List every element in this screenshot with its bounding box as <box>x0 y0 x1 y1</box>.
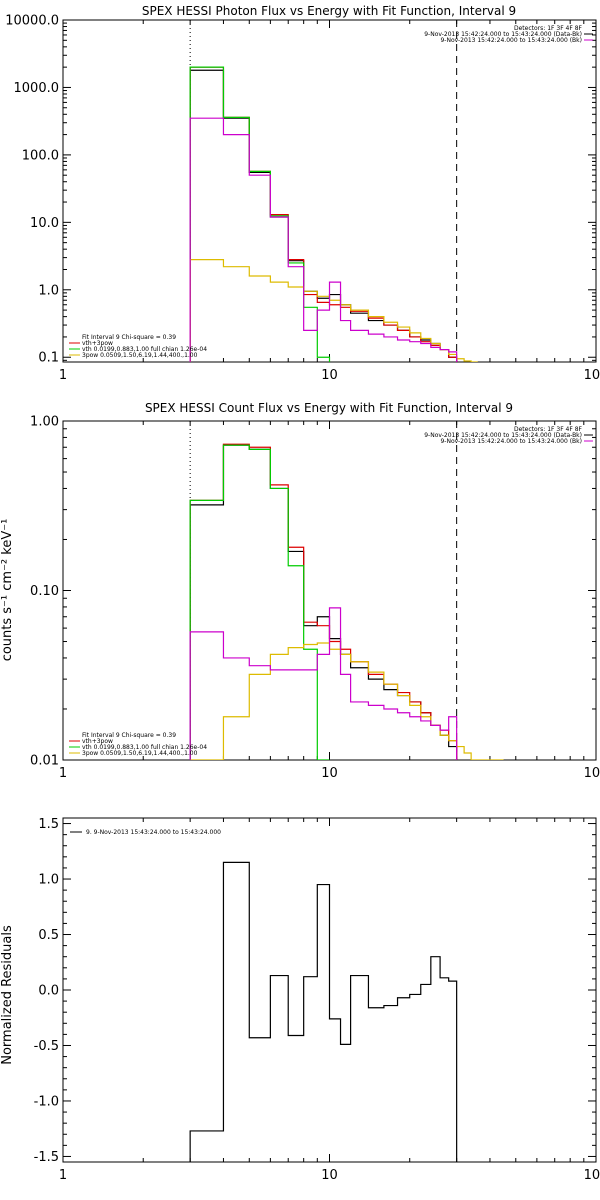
residuals-legend-entry: 9. 9-Nov-2013 15:43:24.000 to 15:43:24.0… <box>86 829 221 836</box>
photon-flux-series-vth <box>189 66 331 362</box>
photon-flux-legend-entry: 9-Nov-2013 15:42:24.000 to 15:43:24.000 … <box>440 37 582 44</box>
photon-flux-series-bk <box>189 117 458 362</box>
count-flux-series-group <box>189 443 504 760</box>
photon-flux-y-tick-label: 10.0 <box>30 216 59 231</box>
photon-flux-legend-entry: Detectors: 1F 3F 4F 8F <box>514 25 583 32</box>
photon-flux-y-tick-label: 1.0 <box>38 283 59 298</box>
residuals-y-tick-label: 0.0 <box>38 984 59 999</box>
count-flux-legend-entry: 9-Nov-2013 15:42:24.000 to 15:43:24.000 … <box>440 438 582 445</box>
residuals-panel: Normalized Residuals 1 10 100 -1.5 -1.0 -0.5 0… <box>0 817 600 1183</box>
residuals-y-tick-label: 1.0 <box>38 873 59 888</box>
residuals-y-tick-label: -1.5 <box>34 1150 59 1165</box>
count-flux-fit-legend-entry: Fit Interval 9 Chi-square = 0.39 <box>82 732 176 739</box>
residuals-x-tick-label: 100 <box>584 1168 600 1183</box>
count-flux-legend-entry: 9-Nov-2013 15:42:24.000 to 15:43:24.000 … <box>424 432 582 439</box>
photon-flux-fit-legend-entry: vth+3pow <box>82 340 113 347</box>
residuals-series-9 <box>189 861 458 1162</box>
photon-flux-series-group <box>189 66 478 362</box>
photon-flux-x-tick-label: 10 <box>321 368 338 383</box>
count-flux-title: SPEX HESSI Count Flux vs Energy with Fit… <box>145 401 513 415</box>
photon-flux-y-tick-label: 10000.0 <box>5 14 59 29</box>
photon-flux-fit-legend-entry: vth 0.0199,0.883,1.00 full chian 1.26e-0… <box>82 346 207 353</box>
residuals-y-tick-label: 0.5 <box>38 928 59 943</box>
count-flux-x-tick-label: 100 <box>584 766 600 781</box>
count-flux-x-tick-label: 1 <box>59 766 67 781</box>
count-flux-y-axis-label: counts s⁻¹ cm⁻² keV⁻¹ <box>0 519 15 662</box>
count-flux-fit-legend-entry: vth 0.0199,0.883,1.00 full chian 1.26e-0… <box>82 744 207 751</box>
photon-flux-title: SPEX HESSI Photon Flux vs Energy with Fi… <box>142 4 516 18</box>
residuals-y-tick-label: -0.5 <box>34 1039 59 1054</box>
residuals-y-tick-label: 1.5 <box>38 817 59 832</box>
photon-flux-series-3pow <box>189 259 478 362</box>
count-flux-panel: SPEX HESSI Count Flux vs Energy with Fit… <box>0 401 600 781</box>
residuals-y-tick-label: -1.0 <box>34 1094 59 1109</box>
count-flux-y-tick-label: 0.10 <box>30 584 59 599</box>
count-flux-fit-legend-entry: 3pow 0.0509,1.50,6.19,1.44,400.,1.00 <box>82 750 198 757</box>
photon-flux-x-tick-label: 100 <box>584 368 600 383</box>
residuals-x-tick-label: 1 <box>59 1168 67 1183</box>
count-flux-series-bk <box>189 607 458 760</box>
count-flux-x-tick-label: 10 <box>321 766 338 781</box>
count-flux-y-tick-label: 0.01 <box>30 754 59 769</box>
count-flux-series-vth-3pow <box>189 443 458 760</box>
residuals-x-tick-label: 10 <box>321 1168 338 1183</box>
residuals-y-axis-label: Normalized Residuals <box>0 925 15 1065</box>
photon-flux-panel: SPEX HESSI Photon Flux vs Energy with Fi… <box>5 4 600 383</box>
photon-flux-y-tick-label: 100.0 <box>22 148 59 163</box>
count-flux-legend-entry: Detectors: 1F 3F 4F 8F <box>514 426 583 433</box>
photon-flux-legend-entry: 9-Nov-2013 15:42:24.000 to 15:43:24.000 … <box>424 31 582 38</box>
count-flux-series-data-bk <box>189 444 458 760</box>
photon-flux-x-tick-label: 1 <box>59 368 67 383</box>
residuals-series-group <box>189 861 458 1162</box>
photon-flux-series-data-bk <box>189 69 458 362</box>
photon-flux-fit-legend-entry: 3pow 0.0509,1.50,6.19,1.44,400.,1.00 <box>82 352 198 359</box>
count-flux-series-vth <box>189 444 330 760</box>
photon-flux-fit-legend-entry: Fit Interval 9 Chi-square = 0.39 <box>82 334 176 341</box>
photon-flux-y-tick-label: 1000.0 <box>14 81 60 96</box>
count-flux-y-tick-label: 1.00 <box>30 415 59 430</box>
count-flux-plot-frame <box>62 420 597 761</box>
photon-flux-y-tick-label: 0.1 <box>38 351 59 366</box>
count-flux-fit-legend-entry: vth+3pow <box>82 738 113 745</box>
photon-flux-series-vth-3pow <box>189 66 458 362</box>
